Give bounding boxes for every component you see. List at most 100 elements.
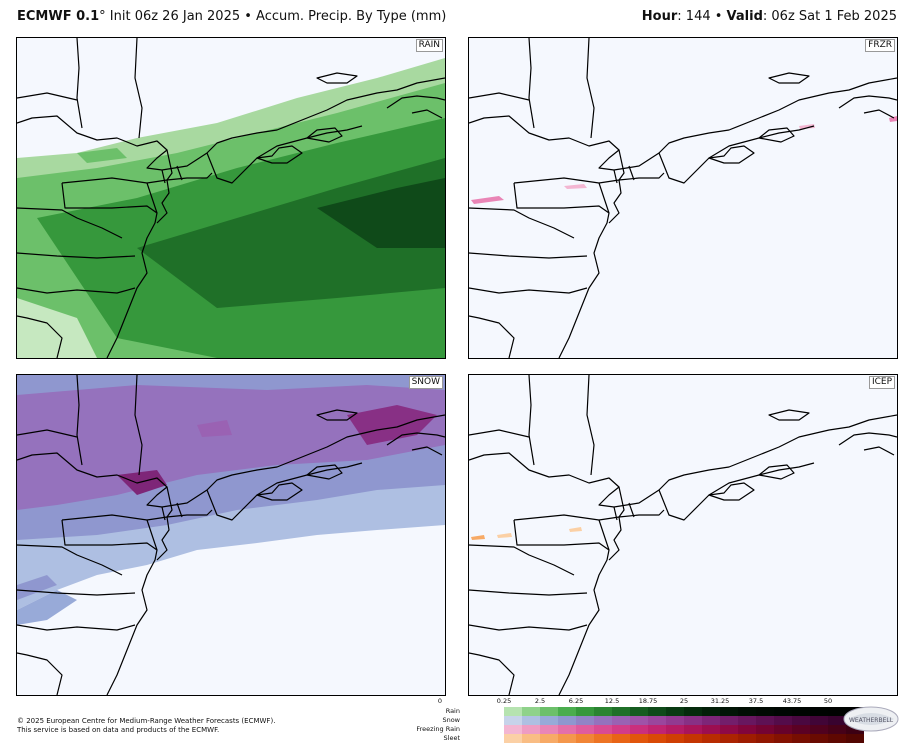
legend-swatch [558,716,576,725]
legend-swatch [720,707,738,716]
legend-tick: 25 [679,697,689,705]
legend-swatch [828,725,846,734]
legend-swatch [522,725,540,734]
legend-swatch [594,707,612,716]
legend-swatch [684,734,702,743]
legend-swatch [666,707,684,716]
legend-swatch [828,707,846,716]
legend-swatch [702,734,720,743]
rain-panel-label: RAIN [415,39,443,52]
copyright-line-1: © 2025 European Centre for Medium-Range … [17,717,276,725]
legend-swatch [828,716,846,725]
logo-text: WEATHERBELL [849,717,894,724]
legend-swatch [846,725,864,734]
legend-swatch [792,734,810,743]
legend-row-label: Freezing Rain [416,725,460,733]
legend-swatch [774,725,792,734]
legend-row-label: Sleet [443,734,460,742]
legend-swatch [540,716,558,725]
icep-panel-label: ICEP [868,376,895,389]
icep-map [469,375,897,695]
legend-tick: 37.5 [748,697,764,705]
legend-row-label: Snow [442,716,460,724]
chart-title: ECMWF 0.1° Init 06z 26 Jan 2025 • Accum.… [17,9,446,24]
snow-panel-label: SNOW [408,376,443,389]
copyright-notice: © 2025 European Centre for Medium-Range … [17,717,275,735]
legend-swatch [810,734,828,743]
legend-swatch [630,725,648,734]
legend-swatch [594,734,612,743]
legend-tick: 31.25 [710,697,730,705]
legend-swatch [792,707,810,716]
frzr-map [469,38,897,358]
legend-swatch [522,716,540,725]
icep-map-panel: ICEP [468,374,898,696]
legend-swatch [702,725,720,734]
legend-swatch [666,725,684,734]
rain-map [17,38,445,358]
legend-swatch [540,734,558,743]
legend-swatch [792,725,810,734]
legend-swatch [612,725,630,734]
legend-swatch [504,725,522,734]
legend-swatch [684,716,702,725]
legend-swatch [594,716,612,725]
weatherbell-logo: WEATHERBELL [843,706,899,732]
legend-swatch [612,707,630,716]
valid-time: Hour: 144 • Valid: 06z Sat 1 Feb 2025 [642,9,897,24]
legend-tick: 2.5 [534,697,546,705]
legend-swatch [774,707,792,716]
legend-swatch [756,716,774,725]
snow-map-panel: SNOW [16,374,446,696]
legend-swatch [576,734,594,743]
frzr-map-panel: FRZR [468,37,898,359]
legend-swatch [522,734,540,743]
legend-swatch [666,734,684,743]
legend-swatch [558,725,576,734]
legend-tick: 0.25 [496,697,512,705]
legend-swatch [828,734,846,743]
legend-row-label: Rain [445,707,460,715]
legend-tick: 18.75 [638,697,658,705]
legend-swatch [846,734,864,743]
legend-swatch [558,707,576,716]
legend-ticks: 0 0.25 2.5 6.25 12.5 18.75 25 31.25 37.5 43.75 50 [438,697,840,707]
legend-swatch [648,716,666,725]
hour-value: : 144 • [677,9,727,24]
snow-map [17,375,445,695]
frzr-panel-label: FRZR [865,39,895,52]
legend-swatch [630,707,648,716]
legend-swatch [702,716,720,725]
legend-swatch [648,707,666,716]
legend-swatch [594,725,612,734]
legend-swatch [738,716,756,725]
legend-swatch [558,734,576,743]
legend-swatch [702,707,720,716]
legend-swatch [684,707,702,716]
legend-swatch [540,707,558,716]
legend-swatch [576,725,594,734]
valid-label: Valid [726,9,763,24]
legend-swatch [756,725,774,734]
legend-swatch [666,716,684,725]
legend-swatch [774,716,792,725]
rain-map-panel: RAIN [16,37,446,359]
hour-label: Hour [641,9,678,24]
legend-swatch [810,707,828,716]
legend-swatch [648,734,666,743]
legend-swatch [522,707,540,716]
legend-swatch [774,734,792,743]
legend-swatch [630,716,648,725]
legend-swatch [756,734,774,743]
legend-swatch [720,734,738,743]
legend-swatch [576,716,594,725]
legend-swatch [504,734,522,743]
legend-swatch [612,734,630,743]
legend-swatch [576,707,594,716]
legend-tick: 6.25 [568,697,584,705]
legend-swatch [630,734,648,743]
legend-swatch [504,716,522,725]
legend-swatch [720,716,738,725]
legend-swatch [720,725,738,734]
legend-tick: 50 [823,697,833,705]
